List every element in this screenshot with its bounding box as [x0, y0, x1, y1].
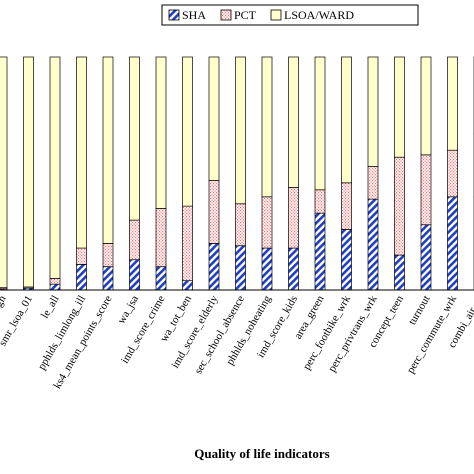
bar-segment-pct — [420, 154, 432, 226]
bar-segment-pct — [341, 182, 352, 230]
bar-segment-sha — [341, 229, 352, 291]
bar-segment-pct — [49, 278, 61, 285]
bar-segment-pct — [129, 219, 140, 261]
bar-segment-sha — [49, 283, 61, 291]
bar-segment-pct — [76, 247, 87, 265]
bar-segment-pct — [447, 149, 458, 198]
bar-segment-sha — [155, 266, 167, 291]
bar-segment-lsoa-ward — [314, 56, 326, 191]
legend-swatch-pct — [220, 9, 232, 21]
legend-swatch-sha — [168, 9, 180, 21]
bar-segment-sha — [288, 247, 299, 291]
bar-segment-sha — [129, 259, 140, 291]
bar-segment-pct — [102, 243, 114, 268]
bar-segment-pct — [367, 166, 379, 200]
bar-segment-sha — [447, 196, 458, 291]
bar-segment-pct — [288, 187, 299, 249]
bar-segment-lsoa-ward — [341, 56, 352, 184]
bar-segment-sha — [394, 254, 405, 291]
legend: SHA PCT LSOA/WARD — [161, 4, 419, 26]
bar-group — [0, 56, 474, 291]
bar-segment-sha — [367, 198, 379, 291]
bar-segment-sha — [182, 280, 193, 291]
bar-segment-lsoa-ward — [182, 56, 193, 207]
bar-segment-pct — [208, 180, 220, 244]
legend-label-lsoa-ward: LSOA/WARD — [284, 8, 354, 22]
bar-segment-lsoa-ward — [0, 56, 8, 289]
bar-segment-lsoa-ward — [235, 56, 246, 205]
bar-segment-lsoa-ward — [288, 56, 299, 188]
x-tick-label: turnout — [406, 294, 432, 328]
legend-label-sha: SHA — [182, 8, 206, 22]
x-tick-label: ugh — [0, 293, 9, 314]
bar-segment-pct — [155, 208, 167, 268]
bar-segment-lsoa-ward — [102, 56, 114, 244]
bar-segment-pct — [235, 203, 246, 247]
x-tick-label: le_all — [39, 294, 62, 321]
bar-segment-lsoa-ward — [49, 56, 61, 279]
bar-segment-pct — [182, 205, 193, 282]
bar-segment-lsoa-ward — [367, 56, 379, 167]
bar-segment-lsoa-ward — [155, 56, 167, 209]
bar-segment-lsoa-ward — [76, 56, 87, 249]
bar-segment-sha — [102, 266, 114, 291]
bar-segment-lsoa-ward — [129, 56, 140, 221]
bar-segment-lsoa-ward — [208, 56, 220, 181]
bar-segment-pct — [261, 196, 273, 249]
bar-segment-lsoa-ward — [447, 56, 458, 151]
bar-segment-lsoa-ward — [394, 56, 405, 158]
legend-swatch-lsoa-ward — [270, 9, 282, 21]
bar-segment-sha — [235, 245, 246, 291]
bar-segment-sha — [76, 264, 87, 291]
bar-segment-sha — [261, 247, 273, 291]
bar-segment-lsoa-ward — [261, 56, 273, 198]
bar-segment-lsoa-ward — [420, 56, 432, 156]
bar-segment-pct — [394, 156, 405, 256]
legend-label-pct: PCT — [234, 8, 257, 22]
bar-segment-sha — [314, 212, 326, 291]
x-axis-title: Quality of life indicators — [194, 446, 329, 461]
bar-segment-lsoa-ward — [23, 56, 34, 288]
bar-segment-sha — [420, 224, 432, 291]
x-tick-label: wa_jsa — [115, 293, 141, 326]
bar-segment-pct — [314, 189, 326, 214]
bar-segment-sha — [208, 243, 220, 291]
